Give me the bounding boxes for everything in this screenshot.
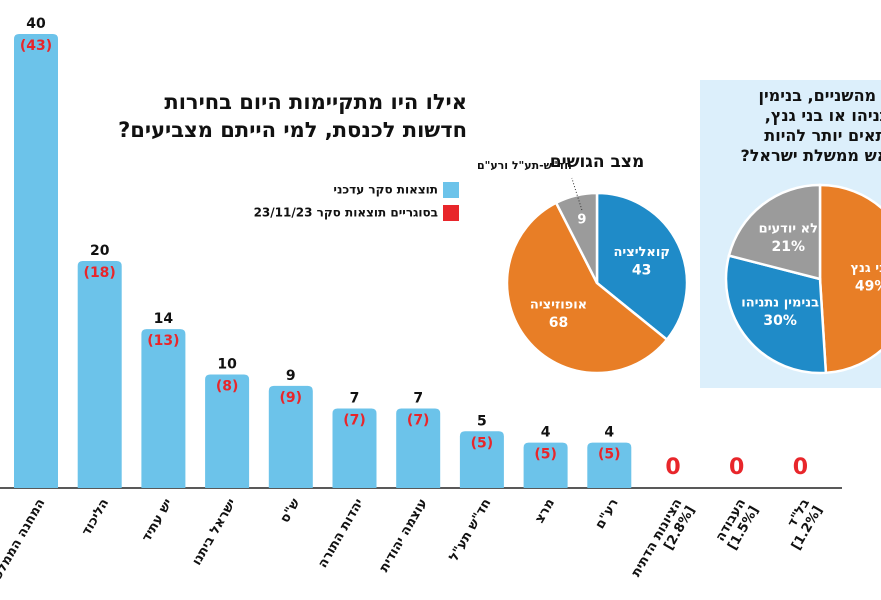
x-tick-label: יש עתיד — [139, 496, 176, 544]
slice-value: 43 — [632, 263, 651, 279]
slice-value: 68 — [549, 315, 568, 331]
value-label: 0 — [793, 455, 808, 480]
slice-name: בני גנץ — [850, 261, 881, 276]
pie-slice — [727, 183, 822, 281]
value-label: 10 — [217, 357, 237, 373]
previous-value-label: (18) — [84, 265, 116, 281]
x-tick-label: הליכוד — [79, 496, 112, 538]
x-tick-label: רע"ם — [593, 496, 622, 531]
bar — [14, 34, 58, 488]
slice-name: אופוזיציה — [530, 298, 587, 313]
legend-swatch — [443, 182, 459, 198]
x-tick-label: חד"ש תע"ל — [446, 496, 494, 564]
bar — [332, 408, 377, 488]
slice-value: 21% — [772, 239, 806, 255]
slice-value: 49% — [855, 278, 881, 294]
value-label: 4 — [604, 425, 614, 441]
pie-slice — [554, 191, 599, 284]
pie-title: מצב הגושים — [549, 152, 645, 172]
legend-label: בסוגריים תוצאות סקר 23/11/23 — [254, 206, 438, 220]
previous-value-label: (5) — [471, 435, 494, 451]
previous-value-label: (5) — [598, 447, 621, 463]
previous-value-label: (5) — [534, 447, 557, 463]
legend-label: תוצאות סקר עדכני — [333, 183, 438, 197]
value-label: 14 — [154, 311, 174, 327]
pie-slice — [724, 254, 828, 375]
x-tick-label: המחנה הממלכתי — [0, 496, 48, 592]
x-tick-label: יהדות התורה — [315, 496, 367, 570]
bar — [205, 374, 250, 488]
bar — [587, 442, 632, 488]
pie-title: מי מהשניים, בנימין נתניהו או בני גנץ, מת… — [740, 86, 881, 165]
previous-value-label: (7) — [407, 413, 430, 429]
leader — [571, 177, 583, 211]
pie-slice — [505, 201, 669, 375]
slice-name: בנימין נתניהו — [741, 295, 819, 310]
x-tick-label: ש"ס — [278, 496, 304, 526]
value-label: 5 — [477, 413, 487, 429]
value-label: 0 — [729, 455, 744, 480]
legend-swatch — [443, 205, 459, 221]
previous-value-label: (9) — [280, 390, 303, 406]
slice-value: 30% — [763, 313, 797, 329]
slice-name: חד"ש-תע"ל ורע"ם — [477, 159, 572, 172]
value-label: 7 — [413, 391, 423, 407]
bar — [523, 442, 568, 488]
value-label: 20 — [90, 243, 110, 259]
bar — [141, 329, 186, 488]
pie-slice — [595, 191, 689, 342]
bar — [77, 261, 122, 488]
value-label: 40 — [26, 16, 46, 32]
slice-name: לא יודעים — [759, 222, 818, 237]
previous-value-label: (8) — [216, 379, 239, 395]
bar-title: אילו היו מתקיימות היום בחירות חדשות לכנס… — [118, 90, 467, 142]
slice-value: 9 — [577, 212, 586, 227]
pie-slice — [818, 183, 881, 375]
previous-value-label: (43) — [20, 38, 52, 54]
x-tick-label: ישראל ביתנו — [189, 496, 239, 568]
previous-value-label: (7) — [343, 413, 366, 429]
x-tick-label: מרצ — [532, 496, 558, 526]
value-label: 7 — [350, 391, 360, 407]
value-label: 4 — [541, 425, 551, 441]
bar — [268, 385, 313, 488]
value-label: 0 — [665, 455, 680, 480]
x-tick-label: עוצמה יהודית — [377, 496, 431, 575]
previous-value-label: (13) — [147, 333, 179, 349]
value-label: 9 — [286, 368, 296, 384]
slice-name: קואליציה — [613, 245, 669, 260]
bar — [396, 408, 441, 488]
bar — [459, 431, 504, 488]
